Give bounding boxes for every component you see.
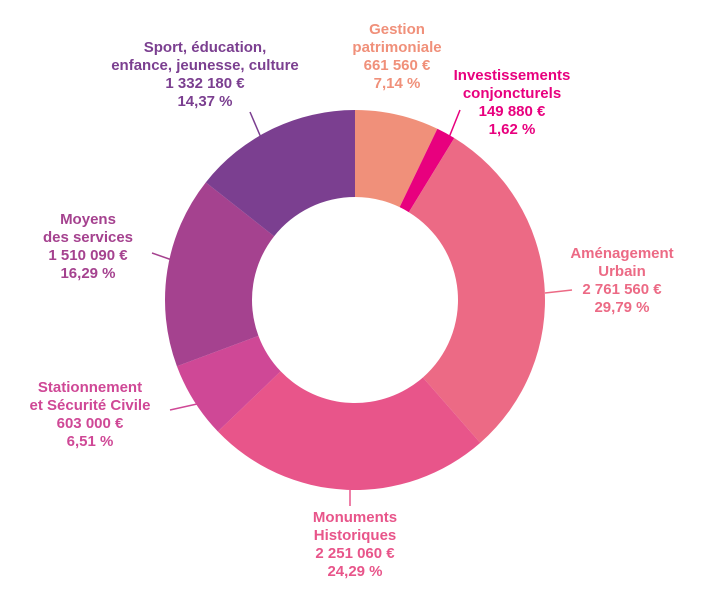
slice-label: conjoncturels [463,85,561,102]
slice-label: Historiques [314,527,397,544]
percent-label: 6,51 % [67,433,114,450]
slice-label: des services [43,229,133,246]
donut-slice [355,110,438,208]
value-label: 603 000 € [57,415,124,432]
slice-label: Monuments [313,509,397,526]
value-label: 661 560 € [364,57,431,74]
leader-line [447,109,461,141]
slice-label: Investissements [454,67,571,84]
donut-slice [176,335,281,432]
slice-label: Aménagement [570,245,673,262]
percent-label: 14,37 % [177,93,232,110]
slice-label: Moyens [60,211,116,228]
slice-label: Urbain [598,263,646,280]
percent-label: 7,14 % [374,75,421,92]
slice-label: Gestion [369,21,425,38]
slice-label: enfance, jeunesse, culture [111,57,299,74]
donut-slice [399,128,455,213]
value-label: 1 332 180 € [165,75,245,92]
slice-label: Stationnement [38,379,142,396]
slice-label: Sport, éducation, [144,39,267,56]
leader-line [169,403,198,411]
value-label: 1 510 090 € [48,247,128,264]
leader-line [544,289,573,294]
slice-label: et Sécurité Civile [30,397,151,414]
value-label: 2 251 060 € [315,545,395,562]
leader-line [249,111,263,141]
percent-label: 16,29 % [60,265,115,282]
donut-slice [165,182,275,367]
percent-label: 29,79 % [594,299,649,316]
slice-label: patrimoniale [352,39,441,56]
donut-slice [217,371,481,490]
donut-slice [408,138,545,443]
donut-slice [205,110,355,237]
value-label: 2 761 560 € [582,281,662,298]
percent-label: 24,29 % [327,563,382,580]
percent-label: 1,62 % [489,121,536,138]
value-label: 149 880 € [479,103,546,120]
leader-line [151,252,173,261]
